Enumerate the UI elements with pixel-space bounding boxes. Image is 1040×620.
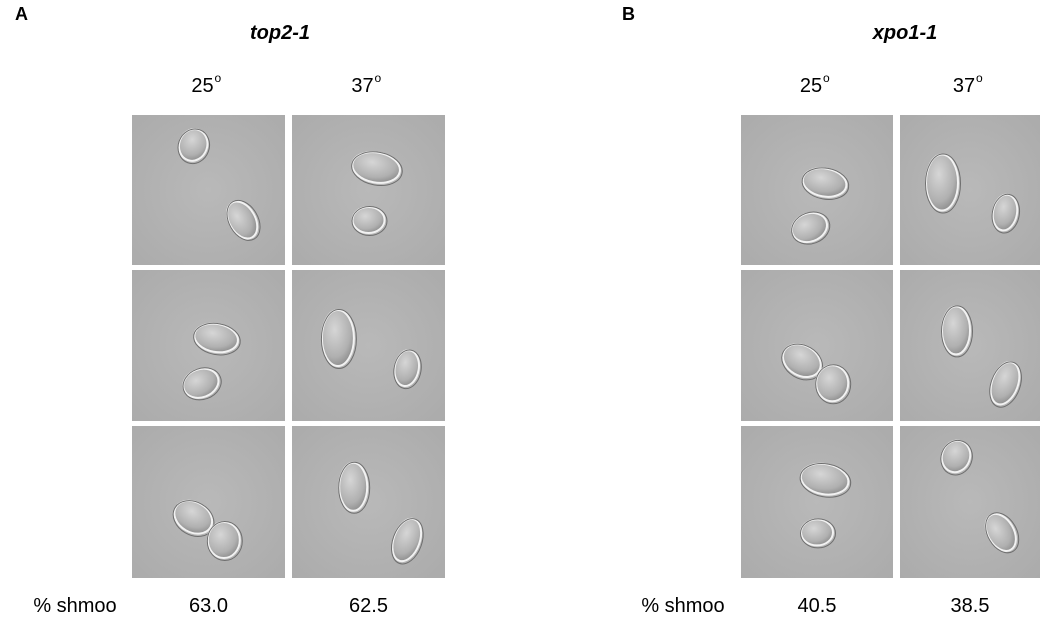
panel-letter: A bbox=[15, 4, 28, 24]
micrograph bbox=[741, 115, 893, 265]
micrograph bbox=[900, 426, 1040, 578]
micrograph-bg bbox=[900, 115, 1040, 265]
micrograph bbox=[132, 270, 285, 421]
column-label-sup: o bbox=[823, 71, 830, 85]
column-label: 37 bbox=[351, 75, 373, 97]
panel-title: top2-1 bbox=[250, 22, 310, 44]
shmoo-value: 62.5 bbox=[349, 595, 388, 617]
micrograph bbox=[292, 270, 445, 421]
column-label-sup: o bbox=[375, 71, 382, 85]
figure: Atop2-1% shmoo25o63.037o62.5Bxpo1-1% shm… bbox=[0, 0, 1040, 620]
shmoo-value: 38.5 bbox=[951, 595, 990, 617]
column-label: 25 bbox=[191, 75, 213, 97]
column-label: 37 bbox=[953, 75, 975, 97]
column-label-sup: o bbox=[976, 71, 983, 85]
micrograph bbox=[900, 270, 1040, 421]
micrograph-bg bbox=[132, 426, 285, 578]
shmoo-value: 40.5 bbox=[798, 595, 837, 617]
micrograph-bg bbox=[741, 270, 893, 421]
micrograph-bg bbox=[741, 426, 893, 578]
micrograph-bg bbox=[292, 115, 445, 265]
shmoo-value: 63.0 bbox=[189, 595, 228, 617]
micrograph-bg bbox=[292, 426, 445, 578]
micrograph bbox=[132, 115, 285, 265]
row-label: % shmoo bbox=[33, 595, 116, 617]
column-label-sup: o bbox=[215, 71, 222, 85]
panel-title: xpo1-1 bbox=[872, 22, 937, 44]
micrograph bbox=[292, 115, 445, 265]
row-label: % shmoo bbox=[641, 595, 724, 617]
column-label: 25 bbox=[800, 75, 822, 97]
panel-letter: B bbox=[622, 4, 635, 24]
micrograph bbox=[900, 115, 1040, 265]
micrograph bbox=[741, 270, 893, 421]
micrograph-bg bbox=[132, 115, 285, 265]
micrograph bbox=[132, 426, 285, 578]
micrograph-bg bbox=[292, 270, 445, 421]
micrograph bbox=[741, 426, 893, 578]
micrograph bbox=[292, 426, 445, 578]
